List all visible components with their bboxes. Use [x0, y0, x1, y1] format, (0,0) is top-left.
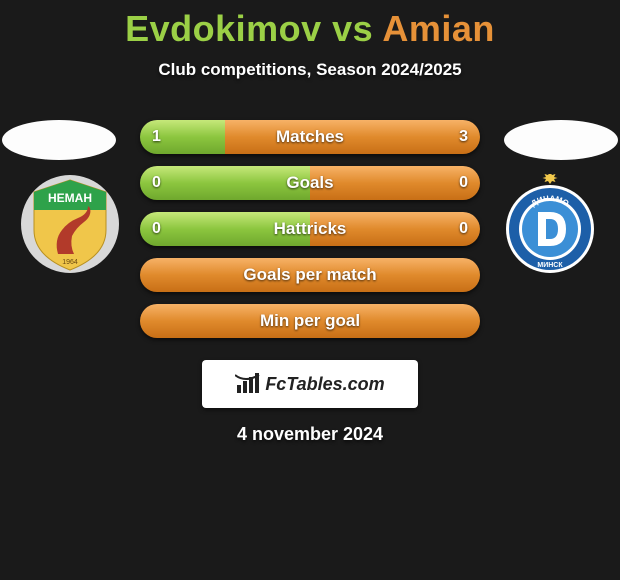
player1-avatar-placeholder — [2, 120, 116, 160]
player2-name: Amian — [382, 8, 495, 49]
bar-label: Goals per match — [243, 265, 376, 285]
bar-left-fill — [140, 166, 310, 200]
club-badge-left: НЕМАН 1964 — [20, 174, 120, 274]
bar-label: Goals — [286, 173, 333, 193]
bar-label: Hattricks — [274, 219, 347, 239]
stat-bars: Matches 1 3 Goals 0 0 Hattricks 0 0 Goals per mat… — [140, 120, 480, 338]
subtitle: Club competitions, Season 2024/2025 — [0, 60, 620, 80]
stat-bar: Goals per match — [140, 258, 480, 292]
bar-right-fill — [310, 166, 480, 200]
bar-value-right: 0 — [459, 174, 468, 192]
brand-text: FcTables.com — [265, 374, 384, 395]
club-badge-right: ДИНАМО МИНСК — [500, 174, 600, 274]
bar-label: Matches — [276, 127, 344, 147]
neman-shield-icon: НЕМАН 1964 — [20, 174, 120, 274]
chart-bars-icon — [235, 373, 261, 395]
brand-box: FcTables.com — [202, 360, 418, 408]
bar-value-left: 0 — [152, 174, 161, 192]
bar-label: Min per goal — [260, 311, 360, 331]
svg-text:МИНСК: МИНСК — [537, 262, 563, 269]
bar-right-fill — [225, 120, 480, 154]
stat-bar: Min per goal — [140, 304, 480, 338]
player1-name: Evdokimov — [125, 8, 322, 49]
stat-bar: Hattricks 0 0 — [140, 212, 480, 246]
stat-bar: Goals 0 0 — [140, 166, 480, 200]
dinamo-badge-icon: ДИНАМО МИНСК — [500, 174, 600, 274]
comparison-title: Evdokimov vs Amian — [0, 0, 620, 50]
stat-bar: Matches 1 3 — [140, 120, 480, 154]
svg-text:1964: 1964 — [62, 259, 78, 266]
date-text: 4 november 2024 — [0, 424, 620, 445]
bar-value-left: 0 — [152, 220, 161, 238]
player2-avatar-placeholder — [504, 120, 618, 160]
svg-text:НЕМАН: НЕМАН — [48, 191, 92, 205]
bar-value-right: 0 — [459, 220, 468, 238]
vs-text: vs — [322, 8, 383, 49]
bar-value-right: 3 — [459, 128, 468, 146]
content-area: НЕМАН 1964 ДИНАМО МИНСК Matches 1 3 Goals 0 0… — [0, 120, 620, 338]
bar-value-left: 1 — [152, 128, 161, 146]
